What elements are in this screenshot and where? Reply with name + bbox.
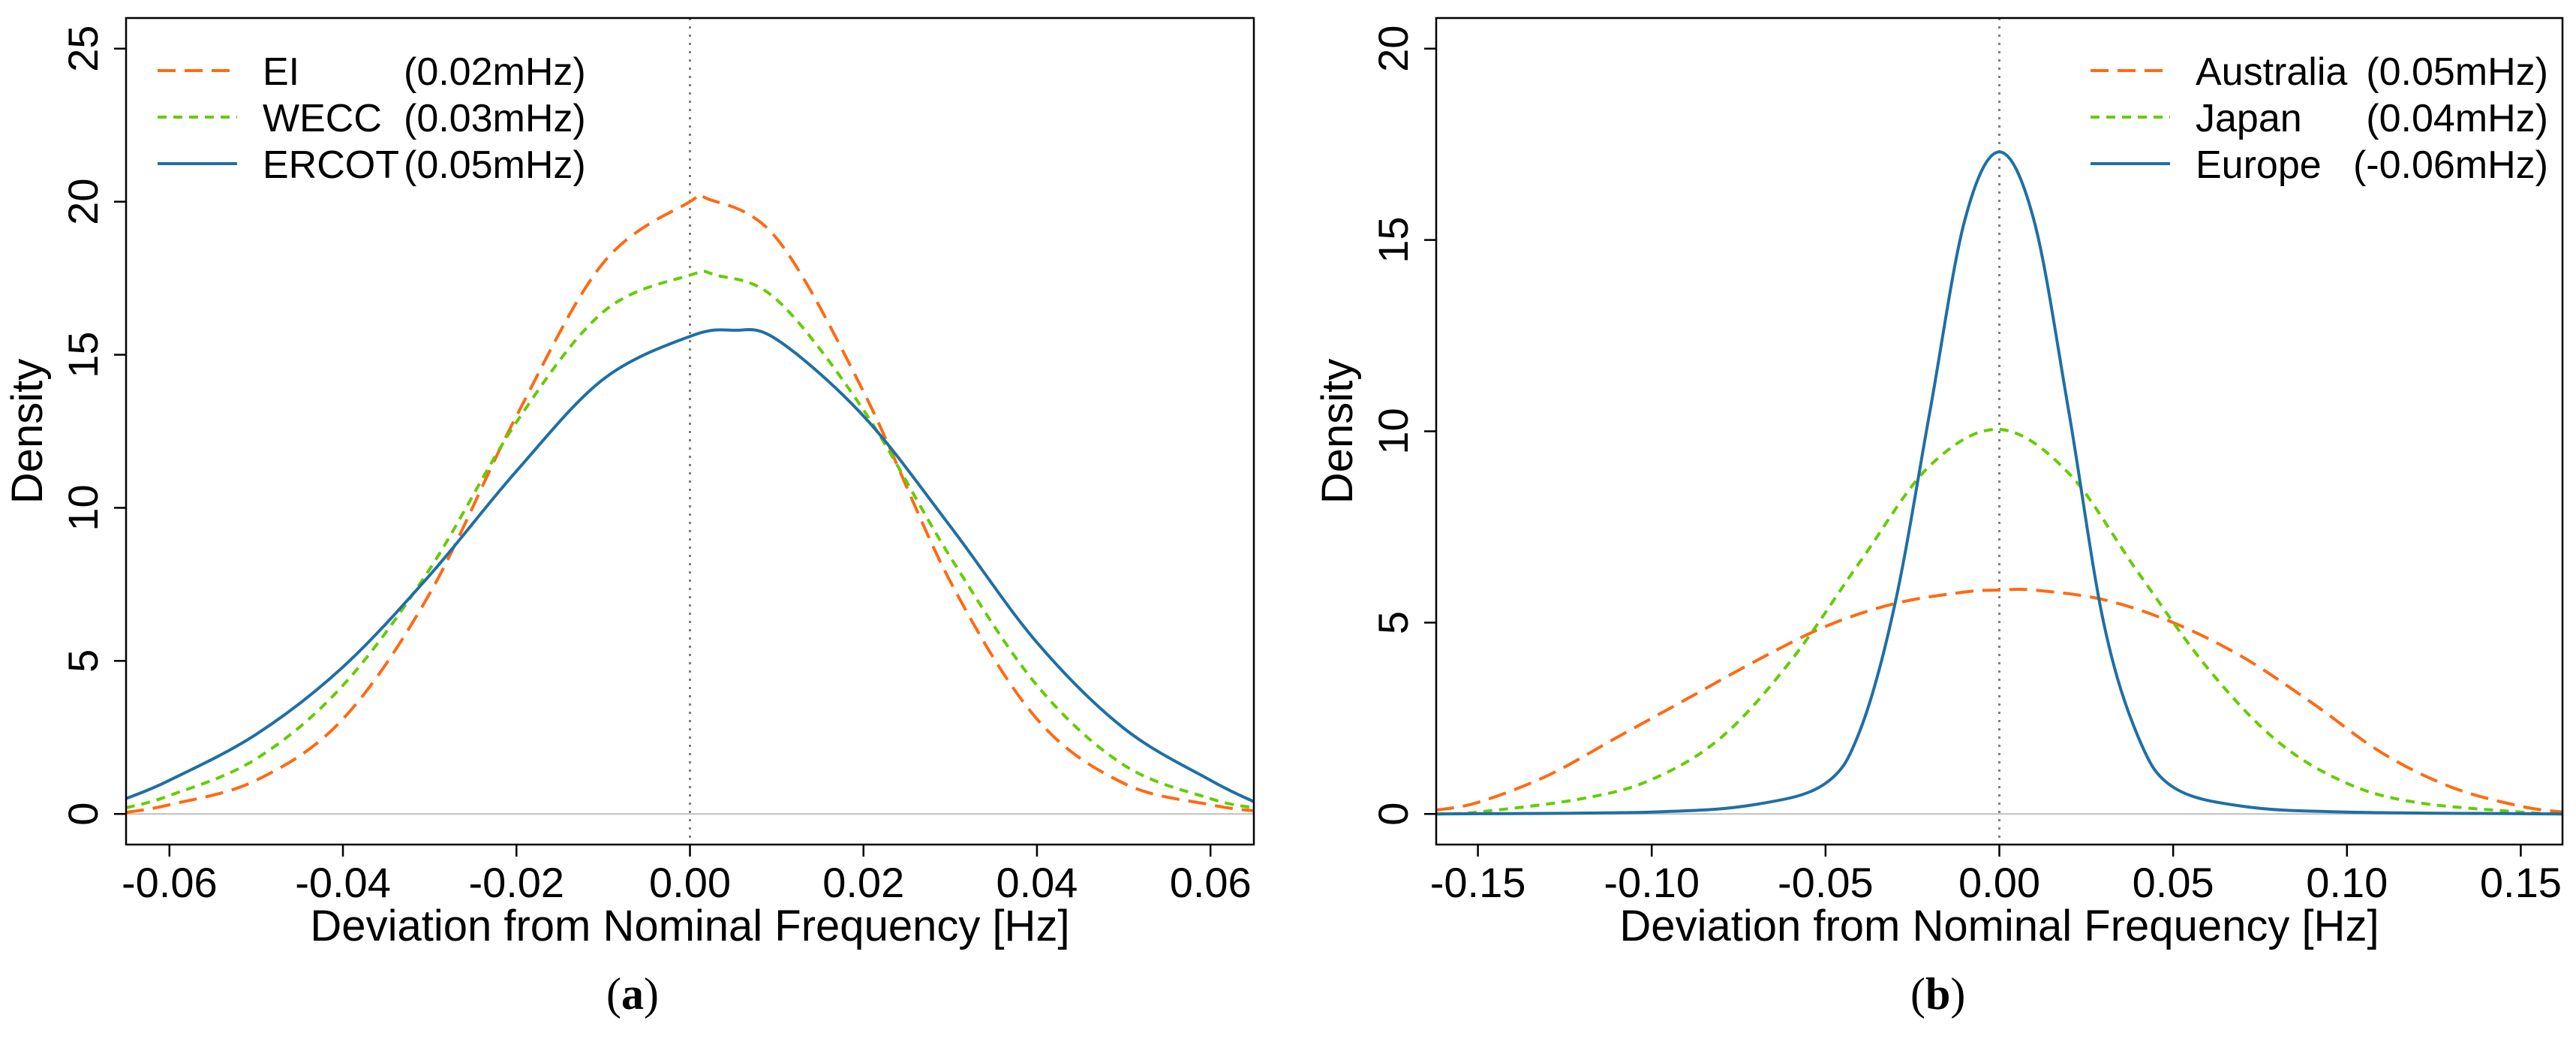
- chart-panel-b: -0.15 -0.10 -0.05 0.00 0.05 0.10 0.15 0 5 10 15 20 D…: [1313, 17, 2564, 950]
- x-tick-label-b: -0.15: [1430, 859, 1526, 906]
- y-tick-label-b: 15: [1369, 216, 1417, 263]
- x-axis-title-b: Deviation from Nominal Frequency [Hz]: [1619, 902, 2379, 950]
- y-axis-title-b: Density: [1313, 359, 1362, 504]
- series-line-wecc-a: [126, 270, 1254, 810]
- y-tick-label-b: 10: [1369, 408, 1417, 454]
- x-tick-label-a: -0.02: [468, 859, 564, 906]
- x-tick-label-a: -0.06: [122, 859, 218, 906]
- y-tick-label-b: 0: [1369, 803, 1417, 826]
- legend-annotation-europe: (-0.06mHz): [2353, 143, 2548, 187]
- x-tick-label-a: 0.04: [996, 859, 1078, 906]
- y-tick-label-b: 5: [1369, 611, 1417, 634]
- legend-annotation-japan: (0.04mHz): [2366, 97, 2548, 140]
- x-tick-label-a: -0.04: [295, 859, 391, 906]
- series-line-ei-a: [126, 192, 1254, 815]
- x-tick-label-a: 0.00: [649, 859, 731, 906]
- x-tick-label-b: 0.05: [2133, 859, 2214, 906]
- legend-label-europe: Europe: [2196, 143, 2322, 187]
- y-tick-label-a: 10: [59, 484, 107, 531]
- caption-b-letter: b: [1925, 969, 1951, 1019]
- x-tick-label-a: 0.02: [822, 859, 904, 906]
- series-line-europe-b: [1436, 150, 2562, 816]
- legend-annotation-ercot: (0.05mHz): [404, 143, 586, 187]
- legend-annotation-wecc: (0.03mHz): [404, 97, 586, 140]
- legend-label-wecc: WECC: [263, 97, 382, 140]
- y-tick-label-b: 20: [1369, 26, 1417, 72]
- caption-b: (b): [1910, 969, 1966, 1019]
- series-line-japan-b: [1436, 427, 2562, 816]
- series-line-ercot-a: [126, 328, 1254, 803]
- x-tick-label-b: -0.10: [1604, 859, 1700, 906]
- y-tick-label-a: 25: [59, 26, 107, 72]
- legend-label-ei: EI: [263, 50, 299, 94]
- x-tick-label-a: 0.06: [1170, 859, 1252, 906]
- y-tick-label-a: 15: [59, 331, 107, 378]
- legend-label-japan: Japan: [2196, 97, 2302, 140]
- legend-annotation-ei: (0.02mHz): [404, 50, 586, 94]
- x-tick-label-b: 0.00: [1958, 859, 2040, 906]
- legend-label-ercot: ERCOT: [263, 143, 399, 187]
- chart-panel-a: -0.06 -0.04 -0.02 0.00 0.02 0.04 0.06 0 5 10 15 20 2…: [3, 17, 1255, 950]
- y-axis-title-a: Density: [3, 359, 52, 504]
- x-tick-label-b: -0.05: [1778, 859, 1874, 906]
- legend-annotation-australia: (0.05mHz): [2366, 50, 2548, 94]
- x-tick-label-b: 0.15: [2480, 859, 2562, 906]
- x-axis-title-a: Deviation from Nominal Frequency [Hz]: [310, 902, 1069, 950]
- legend-b: Australia (0.05mHz) Japan (0.04mHz) Europe (-…: [2091, 50, 2548, 187]
- y-tick-label-a: 20: [59, 179, 107, 225]
- y-tick-label-a: 5: [59, 649, 107, 673]
- x-tick-label-b: 0.10: [2306, 859, 2388, 906]
- legend-a: EI (0.02mHz) WECC (0.03mHz)ERCOT (0.05mHz): [158, 50, 586, 187]
- caption-a: (a): [606, 969, 659, 1019]
- y-tick-label-a: 0: [59, 803, 107, 826]
- caption-a-letter: a: [621, 969, 644, 1019]
- legend-label-australia: Australia: [2196, 50, 2347, 94]
- series-line-australia-b: [1436, 587, 2562, 814]
